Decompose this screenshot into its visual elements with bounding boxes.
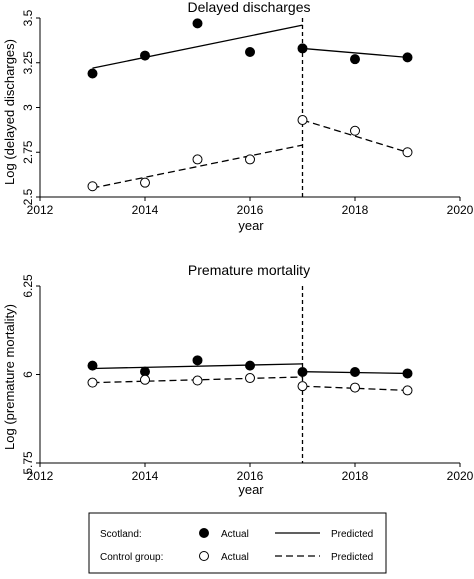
scotland-actual-point [192,18,203,29]
x-tick-label: 2012 [27,203,54,217]
y-tick-label: 3.5 [21,9,35,26]
control-actual-point [140,177,150,188]
control-predicted-line [92,144,303,189]
scotland-actual-point [297,367,308,378]
x-axis-label: year [238,218,264,233]
y-tick-label: 5.75 [21,451,35,475]
control-actual-point [297,115,308,126]
control-actual-point [87,181,98,192]
control-predicted-line [302,385,408,392]
scotland-actual-point [87,360,98,371]
chart-title: Delayed discharges [188,0,311,15]
control-actual-point [350,125,360,136]
scotland-predicted-line [302,47,408,59]
legend-predicted-label: Predicted [331,529,373,540]
control-actual-point [350,382,360,393]
scotland-actual-point [140,50,150,61]
control-actual-point [402,147,413,158]
x-tick-label: 2014 [132,203,159,217]
scotland-actual-point [350,54,360,65]
legend: Scotland: Actual Predicted Control group… [88,512,387,574]
control-actual-point [402,385,413,396]
control-actual-point [192,154,203,165]
legend-predicted-label: Predicted [331,552,373,563]
x-tick-label: 2014 [132,469,159,483]
y-tick-label: 3 [21,104,35,111]
y-tick-label: 2.5 [21,188,35,205]
control-actual-point [245,373,255,384]
scotland-predicted-line [92,24,303,69]
control-actual-point [297,381,308,392]
control-actual-point [245,154,255,165]
scotland-actual-point [87,68,98,79]
premature-mortality-panel: Premature mortality Log (premature morta… [2,262,474,497]
legend-group-label: Control group: [100,552,163,563]
legend-box [88,512,387,574]
control-actual-point [140,374,150,385]
y-axis-label: Log (premature mortality) [2,304,17,450]
delayed-discharges-panel: Delayed discharges Log (delayed discharg… [2,0,474,233]
scotland-actual-point [402,368,413,379]
control-actual-point [192,375,203,386]
scotland-predicted-line [92,363,303,370]
legend-actual-label: Actual [221,529,249,540]
legend-group-label: Scotland: [100,529,142,540]
x-tick-label: 2020 [447,203,474,217]
control-actual-point [87,377,98,388]
scotland-actual-point [192,355,203,366]
chart-title: Premature mortality [188,262,310,278]
x-tick-label: 2016 [237,469,264,483]
scotland-actual-point [245,360,255,371]
legend-hollow-marker-icon [199,551,209,561]
scotland-actual-point [297,43,308,54]
legend-filled-marker-icon [199,528,209,538]
control-predicted-line [302,119,408,153]
legend-actual-label: Actual [221,552,249,563]
x-tick-label: 2020 [447,469,474,483]
y-tick-label: 6.25 [21,274,35,298]
y-tick-label: 3.25 [21,51,35,75]
x-axis-label: year [238,482,264,497]
scotland-actual-point [350,367,360,378]
x-tick-label: 2018 [342,469,369,483]
y-axis-label: Log (delayed discharges) [2,39,17,185]
x-tick-label: 2012 [27,469,54,483]
y-tick-label: 6 [21,371,35,378]
scotland-actual-point [245,47,255,58]
scotland-actual-point [402,52,413,63]
x-tick-label: 2018 [342,203,369,217]
x-tick-label: 2016 [237,203,264,217]
y-tick-label: 2.75 [21,140,35,164]
